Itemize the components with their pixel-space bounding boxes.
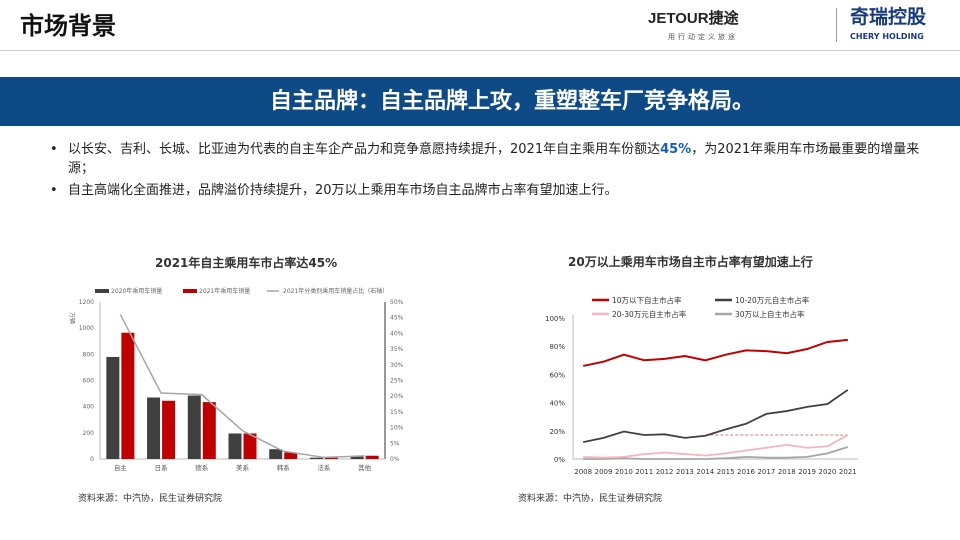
y-tick-label: 0	[90, 456, 94, 463]
chart2-source: 资料来源：中汽协，民生证券研究院	[518, 494, 663, 504]
bar-2020	[269, 449, 283, 459]
y-tick-label: 60%	[549, 371, 565, 379]
legend-label: 2021年乘用车销量	[199, 287, 250, 295]
legend-swatch	[95, 289, 109, 293]
x-tick-label: 2021	[839, 468, 857, 476]
x-tick-label: 2009	[595, 468, 613, 476]
share-line	[119, 314, 365, 459]
y2-tick-label: 0%	[390, 456, 400, 463]
x-tick-label: 美系	[236, 463, 250, 472]
series-line	[583, 434, 849, 459]
x-tick-label: 2011	[635, 468, 653, 476]
x-tick-label: 2014	[696, 468, 714, 476]
page-title: 市场背景	[20, 12, 116, 40]
y-tick-label: 0%	[554, 456, 565, 464]
legend-label: 20-30万元自主市占率	[612, 309, 687, 319]
bar-2021	[243, 433, 257, 459]
logo-divider	[836, 8, 837, 42]
legend-label: 10万以下自主市占率	[612, 295, 682, 305]
bar-2021	[284, 452, 298, 459]
bar-2020	[350, 456, 364, 459]
bullet-list: 以长安、吉利、长城、比亚迪为代表的自主车企产品力和竞争意愿持续提升，2021年自…	[50, 140, 920, 200]
banner: 自主品牌：自主品牌上攻，重塑整车厂竞争格局。	[0, 77, 960, 126]
chery-logo: 奇瑞控股	[850, 6, 927, 28]
chart1-source: 资料来源：中汽协，民生证券研究院	[78, 494, 223, 504]
x-tick-label: 2016	[737, 468, 755, 476]
bar-2021	[202, 402, 216, 459]
y-tick-label: 100%	[545, 315, 565, 323]
x-tick-label: 2013	[676, 468, 694, 476]
x-tick-label: 其他	[358, 463, 372, 472]
y2-tick-label: 45%	[390, 315, 404, 322]
legend-label: 30万以上自主市占率	[735, 309, 805, 319]
y2-tick-label: 30%	[390, 362, 404, 369]
bar-2021	[162, 400, 176, 459]
x-tick-label: 2010	[615, 468, 633, 476]
x-tick-label: 2019	[798, 468, 816, 476]
series-line	[583, 446, 849, 460]
divider	[0, 50, 960, 51]
y-tick-label: 80%	[549, 343, 565, 351]
y2-tick-label: 20%	[390, 393, 404, 400]
bar-2021	[365, 455, 379, 459]
bar-2020	[106, 356, 120, 459]
y2-tick-label: 10%	[390, 425, 404, 432]
brand-slogan: 用行动定义旅途	[668, 33, 738, 41]
series-line	[582, 338, 848, 367]
bar-2020	[228, 433, 242, 459]
x-tick-label: 2015	[717, 468, 735, 476]
y-tick-label: 800	[83, 351, 95, 358]
legend-label: 10-20万元自主市占率	[735, 295, 810, 305]
x-tick-label: 法系	[317, 463, 331, 472]
legend-label: 2020年乘用车销量	[111, 287, 162, 295]
y2-tick-label: 15%	[390, 409, 404, 416]
chart2-title: 20万以上乘用车市场自主市占率有望加速上行	[568, 255, 813, 269]
y-tick-label: 40%	[549, 400, 565, 408]
y-tick-label: 1200	[79, 299, 94, 306]
series-line	[582, 389, 849, 443]
x-tick-label: 2018	[778, 468, 796, 476]
bar-2021	[121, 332, 135, 459]
y-tick-label: 200	[83, 430, 95, 437]
bar-2020	[147, 397, 161, 459]
y2-tick-label: 5%	[390, 440, 400, 447]
y-axis-label: 万辆	[68, 312, 76, 324]
y-tick-label: 1000	[79, 325, 94, 332]
bullet-1: 以长安、吉利、长城、比亚迪为代表的自主车企产品力和竞争意愿持续提升，2021年自…	[50, 140, 920, 178]
bullet-2: 自主高端化全面推进，品牌溢价持续提升，20万以上乘用车市场自主品牌市占率有望加速…	[50, 181, 920, 200]
x-tick-label: 德系	[195, 463, 209, 472]
bar-2020	[309, 457, 323, 459]
y2-tick-label: 25%	[390, 378, 404, 385]
x-tick-label: 2020	[819, 468, 837, 476]
x-tick-label: 2008	[574, 468, 592, 476]
y2-tick-label: 35%	[390, 346, 404, 353]
legend-label: 2021年分类别乘用车销量占比（右轴）	[283, 287, 388, 295]
jetour-logo: JETOUR捷途	[648, 10, 739, 27]
bar-2021	[324, 457, 338, 459]
y2-tick-label: 50%	[390, 299, 404, 306]
bar-2020	[187, 395, 201, 459]
y-tick-label: 600	[83, 378, 95, 385]
x-tick-label: 2017	[757, 468, 775, 476]
chery-logo-en: CHERY HOLDING	[850, 32, 924, 41]
logo: JETOUR捷途 用行动定义旅途 奇瑞控股 CHERY HOLDING	[648, 6, 943, 46]
x-tick-label: 2012	[656, 468, 674, 476]
x-tick-label: 日系	[155, 463, 169, 472]
x-tick-label: 自主	[114, 463, 128, 472]
y-tick-label: 20%	[549, 428, 565, 436]
y-tick-label: 400	[83, 404, 95, 411]
y2-tick-label: 40%	[390, 330, 404, 337]
chart1-title: 2021年自主乘用车市占率达45%	[155, 256, 338, 270]
x-tick-label: 韩系	[277, 463, 291, 472]
legend-swatch	[183, 289, 197, 293]
